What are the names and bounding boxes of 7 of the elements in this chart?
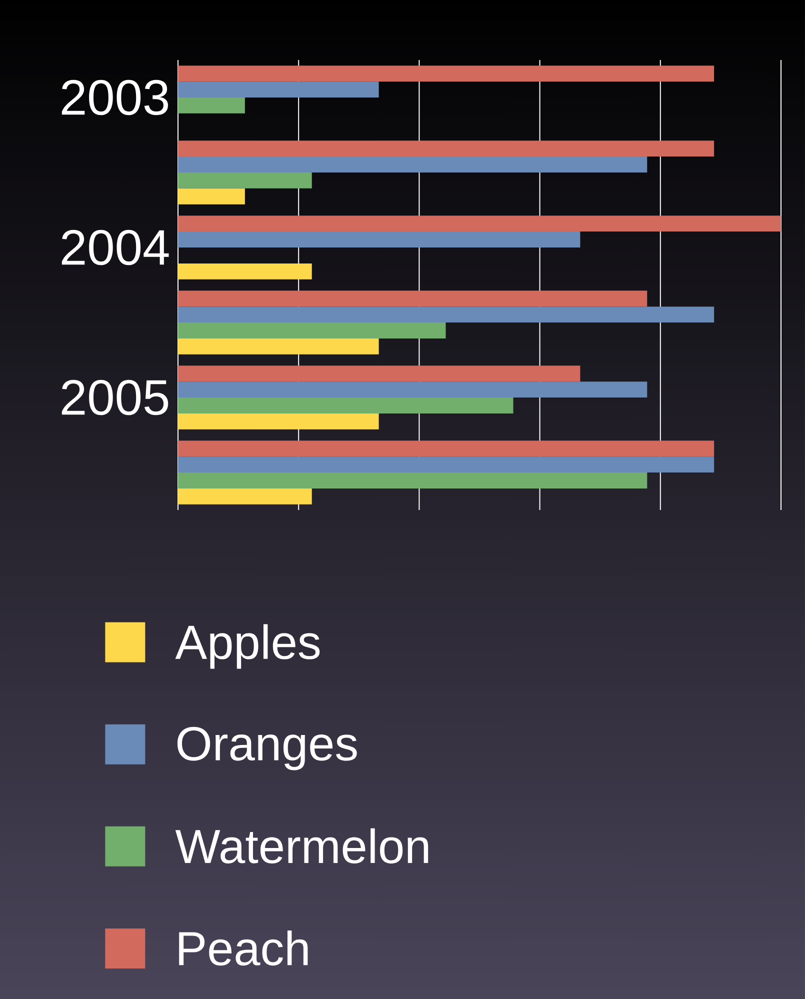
y-tick-label: 2004 <box>62 230 169 266</box>
legend-label: Apples <box>175 624 320 669</box>
y-tick-label: 2003 <box>62 80 168 116</box>
legend-label: Oranges <box>177 726 357 770</box>
y-tick-label: 2005 <box>62 380 168 416</box>
legend-label: Peach <box>179 930 308 966</box>
legend-label: Watermelon <box>175 828 428 864</box>
